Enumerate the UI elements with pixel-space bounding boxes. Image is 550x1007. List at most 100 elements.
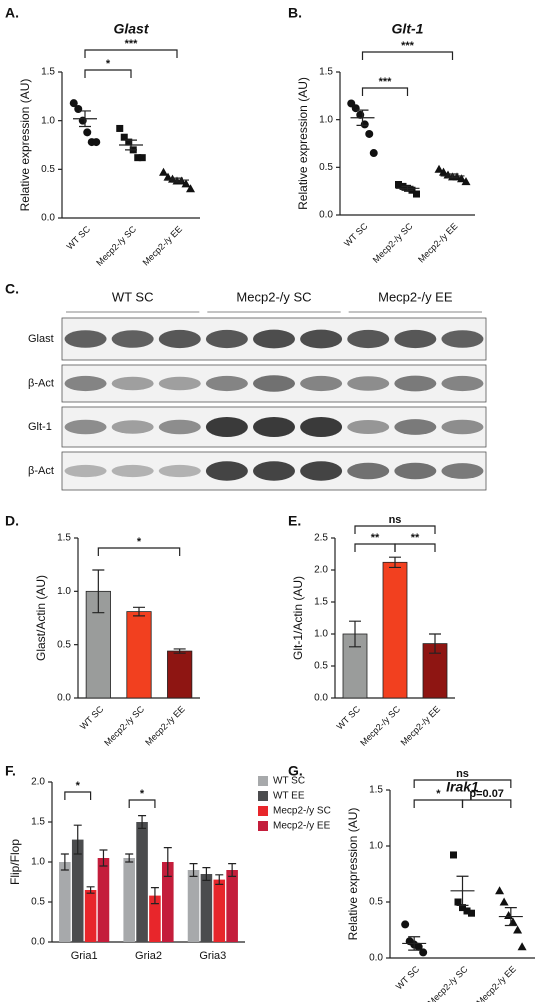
data-point xyxy=(181,179,191,188)
significance-label: * xyxy=(137,536,142,548)
x-tick-label: WT SC xyxy=(394,964,422,992)
significance-label: * xyxy=(436,788,441,800)
data-point xyxy=(463,907,471,915)
bar xyxy=(213,879,226,942)
data-point xyxy=(454,898,462,906)
blot-band xyxy=(394,419,437,435)
blot-band xyxy=(205,375,248,392)
x-tick-label: Mecp2-/y EE xyxy=(474,964,518,1002)
significance-bracket xyxy=(128,799,156,808)
y-tick-label: 0.0 xyxy=(41,213,55,224)
legend-label: WT SC xyxy=(273,776,305,787)
blot-band xyxy=(441,463,484,479)
significance-bracket xyxy=(64,791,92,800)
y-axis-label: Relative expression (AU) xyxy=(296,77,310,210)
x-tick-label: WT SC xyxy=(335,704,363,732)
error-bar xyxy=(356,109,369,126)
data-point xyxy=(69,99,78,108)
y-tick-label: 0.5 xyxy=(319,162,333,173)
group-label: Mecp2-/y SC xyxy=(236,289,311,304)
y-axis-label: Relative expression (AU) xyxy=(346,808,360,941)
blot-band xyxy=(111,376,154,391)
y-tick-label: 1.0 xyxy=(319,114,333,125)
y-tick-label: 1.0 xyxy=(31,857,45,868)
data-point xyxy=(459,904,466,912)
panel-label: G. xyxy=(288,763,303,779)
y-tick-label: 0.0 xyxy=(319,210,333,221)
data-point xyxy=(495,886,505,895)
data-point xyxy=(83,128,92,137)
error-bar xyxy=(173,648,186,654)
y-tick-label: 2.5 xyxy=(314,533,328,544)
blot-band xyxy=(205,329,248,349)
blot-band xyxy=(205,461,248,481)
legend-label: Mecp2-/y EE xyxy=(273,821,331,832)
y-tick-label: 1.5 xyxy=(369,785,383,796)
blot-band xyxy=(300,417,343,437)
significance-label: *** xyxy=(401,40,415,52)
data-point xyxy=(419,948,428,957)
significance-label: * xyxy=(140,788,145,800)
significance-label: ** xyxy=(371,532,380,544)
blot-band xyxy=(64,375,107,392)
bar xyxy=(126,611,152,699)
significance-bracket xyxy=(354,543,396,552)
error-bar xyxy=(150,887,159,905)
row-label: β-Act xyxy=(28,465,54,477)
data-point xyxy=(517,942,527,951)
data-point xyxy=(461,177,471,186)
data-point xyxy=(125,138,133,146)
significance-label: p=0.07 xyxy=(469,788,504,800)
blot-band xyxy=(441,419,484,435)
blot-band xyxy=(441,330,484,348)
y-tick-label: 1.0 xyxy=(57,586,71,597)
chart-title: Glast xyxy=(113,21,149,37)
bar xyxy=(187,870,200,942)
blot-band xyxy=(253,461,295,481)
y-tick-label: 2.0 xyxy=(314,565,328,576)
data-point xyxy=(499,897,509,906)
data-point xyxy=(134,154,142,162)
blot-band xyxy=(394,462,437,480)
y-axis-label: Glast/Actin (AU) xyxy=(34,575,48,661)
y-tick-label: 0.5 xyxy=(31,897,45,908)
blot-band xyxy=(64,419,107,435)
data-point xyxy=(351,104,360,113)
error-bar xyxy=(401,185,414,191)
blot-band xyxy=(64,464,107,478)
bar xyxy=(71,839,84,942)
bar xyxy=(382,561,408,699)
error-bar xyxy=(389,556,401,569)
chart-title: Glt-1 xyxy=(392,21,424,37)
legend-swatch xyxy=(258,821,268,831)
error-bar xyxy=(125,139,137,151)
data-point xyxy=(439,167,448,176)
data-point xyxy=(365,129,374,138)
legend-label: Mecp2-/y SC xyxy=(273,806,331,817)
significance-bracket xyxy=(413,799,464,808)
bar xyxy=(97,858,110,942)
y-tick-label: 1.5 xyxy=(314,597,328,608)
bar xyxy=(123,858,135,942)
data-point xyxy=(120,133,128,141)
x-tick-label: Mecp2-/y EE xyxy=(143,704,187,748)
blot-band xyxy=(394,375,437,392)
blot-band xyxy=(158,376,201,391)
blot-band xyxy=(300,329,343,349)
significance-bracket xyxy=(97,547,181,556)
significance-bracket xyxy=(354,525,436,534)
legend-swatch xyxy=(258,806,268,816)
significance-bracket xyxy=(84,69,132,78)
error-bar xyxy=(215,874,224,885)
x-tick-label: Mecp2-/y SC xyxy=(94,224,138,268)
blot-band xyxy=(347,462,390,480)
significance-bracket xyxy=(394,543,436,552)
row-label: β-Act xyxy=(28,377,54,389)
panel-label: F. xyxy=(5,763,16,779)
significance-label: ns xyxy=(456,768,469,780)
error-bar xyxy=(171,177,183,183)
significance-bracket xyxy=(361,87,409,96)
error-bar xyxy=(202,867,211,881)
